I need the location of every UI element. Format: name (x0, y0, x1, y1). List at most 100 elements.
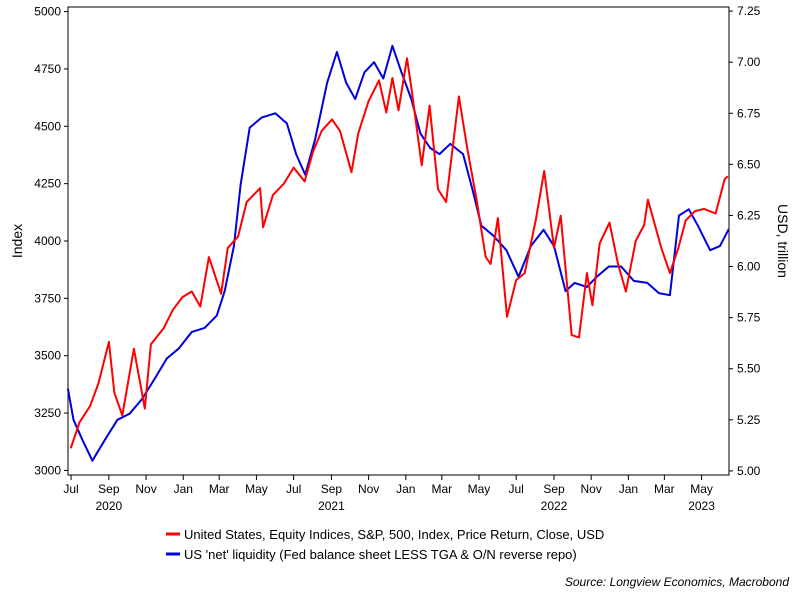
x-tick-label: Nov (135, 482, 156, 496)
data-point-sp500 (553, 247, 555, 249)
data-point-net-liquidity (81, 439, 84, 442)
data-point-sp500 (292, 166, 295, 169)
data-point-sp500 (634, 240, 637, 242)
legend-label-net-liquidity: US 'net' liquidity (Fed balance sheet LE… (184, 547, 577, 562)
y-left-tick-label: 3500 (34, 349, 61, 363)
data-point-sp500 (162, 327, 165, 330)
x-tick-label: Jan (396, 482, 415, 496)
data-point-net-liquidity (646, 282, 649, 284)
data-point-sp500 (312, 150, 314, 153)
data-point-net-liquidity (505, 249, 508, 252)
data-point-sp500 (617, 263, 619, 265)
data-point-net-liquidity (429, 147, 432, 149)
data-point-sp500 (608, 221, 611, 224)
y-left-tick-label: 3250 (34, 406, 61, 420)
data-point-sp500 (591, 304, 594, 307)
data-point-net-liquidity (178, 347, 180, 350)
data-point-net-liquidity (233, 245, 235, 248)
data-point-net-liquidity (286, 122, 288, 125)
data-point-net-liquidity (248, 126, 251, 129)
data-point-sp500 (357, 132, 360, 135)
data-point-sp500 (703, 208, 705, 210)
data-point-sp500 (121, 414, 124, 417)
data-point-sp500 (625, 290, 627, 293)
data-point-sp500 (669, 272, 671, 274)
data-point-net-liquidity (239, 183, 242, 186)
data-point-net-liquidity (471, 188, 474, 190)
data-point-net-liquidity (363, 71, 366, 74)
data-point-sp500 (410, 86, 413, 89)
data-point-net-liquidity (438, 153, 441, 156)
data-point-sp500 (406, 57, 408, 60)
data-point-sp500 (445, 201, 447, 203)
data-point-sp500 (397, 109, 400, 112)
data-point-sp500 (559, 214, 562, 217)
data-point-sp500 (133, 347, 135, 350)
y-right-tick-label: 6.25 (737, 208, 761, 222)
data-point-sp500 (272, 194, 274, 197)
data-point-sp500 (339, 130, 341, 132)
data-point-net-liquidity (658, 292, 660, 294)
data-point-sp500 (143, 407, 146, 410)
data-point-sp500 (262, 226, 264, 229)
y-right-tick-label: 5.50 (737, 362, 761, 376)
data-point-sp500 (570, 334, 573, 336)
data-point-net-liquidity (103, 439, 106, 442)
x-tick-label: Mar (654, 482, 675, 496)
data-point-net-liquidity (223, 290, 226, 292)
data-point-net-liquidity (215, 314, 218, 317)
data-point-sp500 (391, 77, 394, 79)
data-point-sp500 (497, 217, 499, 220)
data-point-net-liquidity (419, 132, 422, 135)
x-tick-label: Jul (286, 482, 301, 496)
data-point-sp500 (677, 247, 680, 249)
x-tick-label: May (245, 482, 268, 496)
y-right-tick-label: 7.25 (737, 4, 761, 18)
data-point-net-liquidity (203, 327, 206, 329)
data-point-net-liquidity (449, 143, 452, 145)
x-tick-label: May (690, 482, 713, 496)
data-point-net-liquidity (373, 61, 375, 64)
data-point-sp500 (303, 180, 306, 183)
data-point-sp500 (320, 130, 323, 132)
data-point-sp500 (150, 343, 152, 346)
data-point-sp500 (726, 175, 729, 178)
data-point-sp500 (172, 308, 174, 311)
data-point-sp500 (220, 292, 223, 295)
data-point-sp500 (586, 272, 588, 274)
y-left-tick-label: 3000 (34, 463, 61, 477)
data-point-net-liquidity (633, 280, 635, 282)
data-point-sp500 (70, 446, 72, 449)
x-tick-label: Nov (581, 482, 602, 496)
data-point-net-liquidity (697, 224, 699, 227)
data-point-net-liquidity (719, 245, 721, 248)
x-tick-label: Jul (509, 482, 524, 496)
data-point-net-liquidity (573, 282, 576, 284)
data-point-sp500 (506, 315, 508, 318)
data-point-net-liquidity (709, 249, 711, 252)
data-point-sp500 (437, 188, 439, 191)
data-point-sp500 (420, 164, 423, 167)
x-tick-label: Jul (63, 482, 78, 496)
y-right-tick-label: 5.75 (737, 311, 761, 325)
data-point-net-liquidity (586, 286, 588, 288)
data-point-net-liquidity (116, 418, 119, 421)
data-point-sp500 (543, 170, 546, 172)
data-point-net-liquidity (608, 265, 610, 268)
series-layer (67, 44, 730, 462)
data-point-sp500 (350, 171, 353, 174)
x-year-label: 2021 (318, 499, 345, 513)
data-point-net-liquidity (382, 77, 385, 80)
data-point-net-liquidity (190, 331, 193, 333)
data-point-sp500 (237, 235, 240, 238)
y-right-tick-label: 6.75 (737, 106, 761, 120)
data-point-sp500 (684, 219, 687, 222)
x-tick-label: Mar (209, 482, 230, 496)
x-tick-label: Mar (431, 482, 452, 496)
data-point-sp500 (283, 182, 285, 185)
data-point-net-liquidity (128, 412, 131, 415)
data-point-sp500 (226, 247, 229, 249)
data-point-sp500 (97, 382, 100, 385)
y-left-tick-label: 4750 (34, 62, 61, 76)
data-point-net-liquidity (153, 378, 156, 380)
